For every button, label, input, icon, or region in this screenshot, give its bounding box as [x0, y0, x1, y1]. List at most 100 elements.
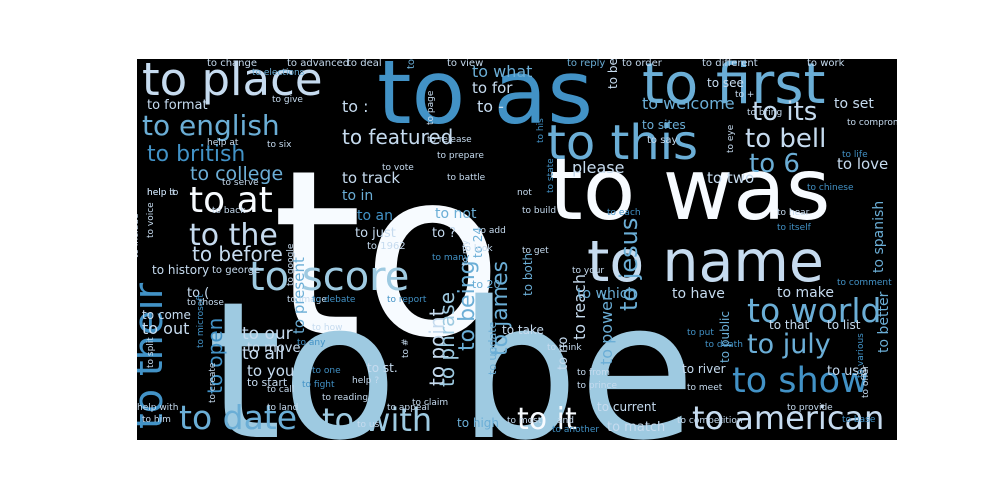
- cloud-word: to be: [207, 261, 696, 441]
- cloud-word: to meet: [687, 383, 723, 393]
- cloud-word: to image: [287, 295, 327, 305]
- cloud-word: to before: [192, 242, 283, 266]
- cloud-word: to public: [718, 311, 732, 363]
- cloud-word: to you: [247, 362, 295, 380]
- cloud-word: to another: [552, 425, 600, 435]
- cloud-word: to bell: [745, 124, 827, 154]
- cloud-word: to bring: [747, 108, 783, 118]
- cloud-word: please: [572, 158, 625, 177]
- cloud-word: to deal: [347, 59, 382, 69]
- cloud-word: to #: [401, 338, 411, 358]
- cloud-word: to get: [522, 246, 549, 256]
- cloud-word: to as: [377, 59, 594, 144]
- cloud-word: to competition: [677, 416, 743, 426]
- cloud-word: to reach: [570, 274, 589, 340]
- word-cloud: to to be to as to first to place to was to nam…: [137, 59, 897, 440]
- cloud-word: to view: [447, 59, 484, 69]
- cloud-word: to say: [647, 135, 678, 146]
- cloud-word: to itself: [777, 223, 811, 233]
- cloud-word: to an: [357, 208, 393, 224]
- cloud-word: to different: [702, 59, 758, 69]
- cloud-word: to those: [187, 298, 224, 308]
- cloud-word: to show: [732, 361, 869, 401]
- cloud-word: to place: [142, 59, 323, 106]
- cloud-word: to what: [472, 62, 533, 81]
- cloud-word: to 6: [749, 149, 800, 179]
- cloud-word: to being: [455, 260, 480, 351]
- cloud-word: to it: [517, 402, 577, 437]
- cloud-word: to give: [272, 95, 303, 105]
- cloud-word: to appeal: [387, 403, 430, 413]
- cloud-word: to history: [152, 263, 210, 277]
- cloud-word: to at: [189, 180, 273, 221]
- cloud-word: to fight: [302, 380, 335, 390]
- cloud-word: to make: [777, 285, 834, 301]
- cloud-word: to set: [834, 96, 874, 112]
- cloud-word: to english: [142, 109, 280, 142]
- cloud-word: to include: [137, 213, 141, 258]
- cloud-word: to 20: [472, 278, 501, 291]
- cloud-word: to that: [769, 318, 810, 332]
- cloud-word: to update: [486, 321, 499, 375]
- cloud-word: to elections: [252, 68, 305, 78]
- cloud-word: to many: [432, 253, 470, 263]
- cloud-word: to work: [807, 59, 845, 69]
- cloud-word: to first: [642, 59, 826, 117]
- cloud-word: to reply: [567, 59, 606, 69]
- cloud-word: to advanced: [287, 59, 350, 69]
- cloud-word: to debate: [312, 295, 356, 305]
- cloud-word: help with: [137, 403, 179, 413]
- cloud-word: to list: [827, 318, 861, 332]
- cloud-word: to each: [607, 208, 641, 218]
- cloud-word: to build: [522, 206, 557, 216]
- cloud-word: to world: [747, 291, 882, 330]
- cloud-word: to take: [502, 323, 544, 337]
- cloud-word: to comment: [837, 278, 892, 288]
- cloud-word: to name: [587, 229, 824, 295]
- cloud-word: to format: [147, 98, 208, 113]
- cloud-word: to how: [312, 323, 343, 333]
- cloud-word: to track: [342, 169, 401, 187]
- cloud-word: to voice: [146, 202, 156, 238]
- cloud-word: to one: [312, 366, 341, 376]
- cloud-word: to for: [472, 79, 513, 97]
- cloud-word: to prince: [577, 381, 617, 391]
- cloud-word: to with: [322, 401, 433, 439]
- cloud-word: to battle: [447, 173, 486, 183]
- cloud-word: to have: [672, 286, 725, 302]
- cloud-word: to featured: [342, 125, 454, 149]
- cloud-word: to spanish: [871, 200, 887, 273]
- cloud-word: to any: [297, 338, 326, 348]
- cloud-word: to +: [735, 90, 755, 100]
- cloud-word: to -: [477, 97, 504, 116]
- cloud-word: to order: [622, 59, 662, 69]
- cloud-word: to phrase: [435, 291, 459, 387]
- cloud-word: to report: [387, 295, 427, 305]
- cloud-word: to which: [577, 286, 637, 302]
- cloud-word: to ?: [432, 226, 457, 241]
- cloud-word: to page: [426, 90, 436, 125]
- cloud-word: to come: [142, 308, 191, 322]
- cloud-word: help ?: [352, 376, 380, 386]
- cloud-word: to eye: [726, 124, 736, 153]
- cloud-word: to both: [521, 252, 535, 296]
- cloud-word: to us: [357, 420, 380, 430]
- cloud-word: to power: [597, 294, 616, 365]
- cloud-word: to release: [427, 135, 472, 145]
- cloud-word: to use: [827, 364, 868, 379]
- cloud-word: to 1962: [367, 241, 406, 252]
- cloud-word: to back: [212, 206, 246, 216]
- cloud-word: to change: [207, 59, 258, 69]
- cloud-word: to george: [212, 265, 261, 276]
- cloud-word: to become: [606, 59, 620, 89]
- cloud-word: to look: [462, 244, 493, 254]
- cloud-word: to state: [546, 158, 556, 193]
- cloud-word: to :: [342, 97, 369, 116]
- cloud-word: to out: [142, 319, 190, 338]
- cloud-word: to its: [752, 97, 818, 127]
- cloud-word: to our: [242, 324, 293, 344]
- cloud-word: to the: [189, 218, 278, 253]
- cloud-word: to match: [607, 420, 666, 435]
- cloud-word: to six: [267, 140, 292, 150]
- cloud-word: to claim: [412, 398, 449, 408]
